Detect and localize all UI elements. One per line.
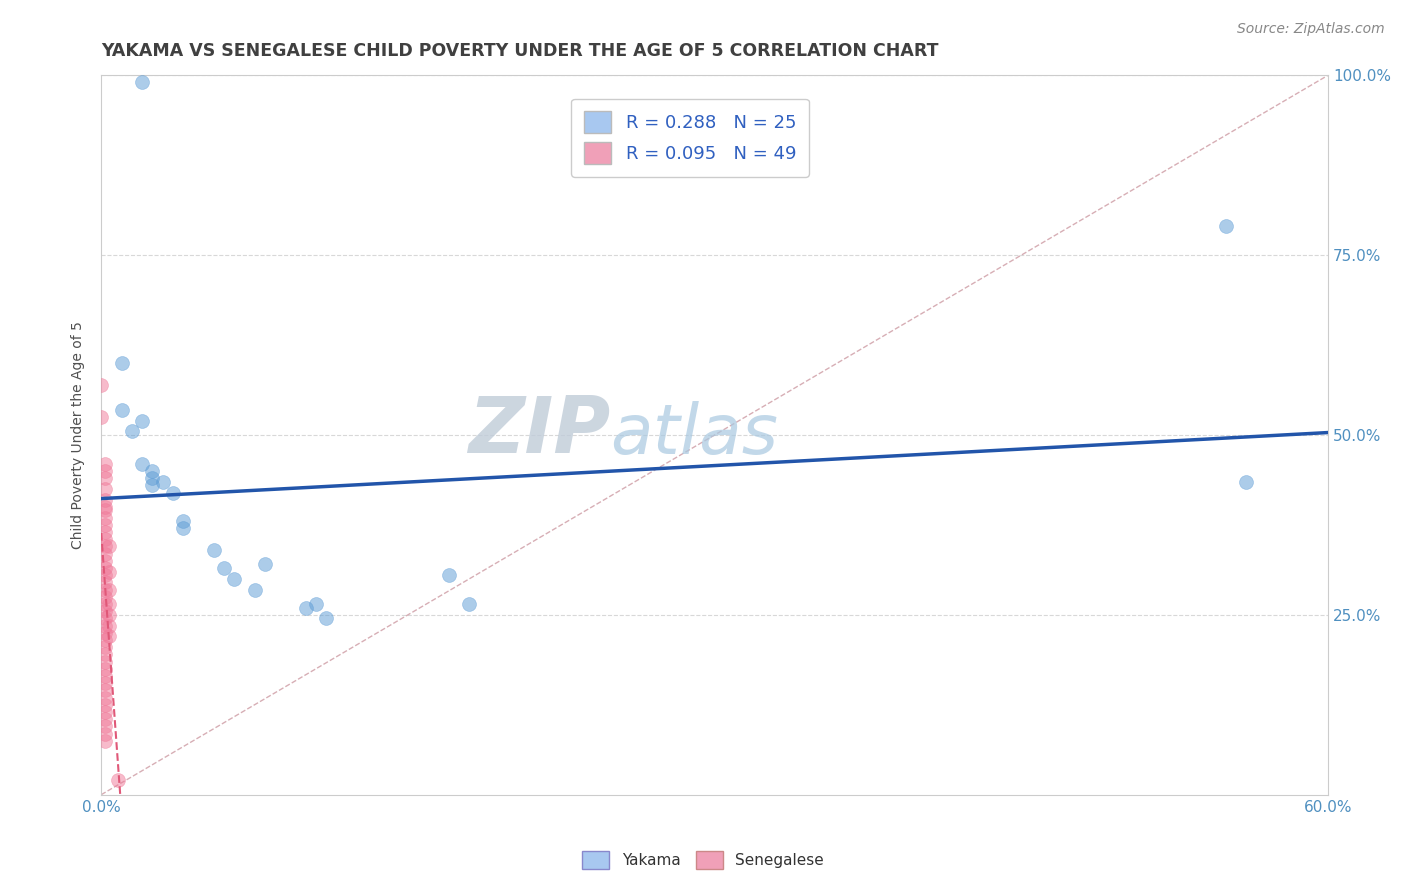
Point <box>94 561 117 575</box>
Point <box>94 655 117 669</box>
Point <box>98 607 121 622</box>
Point <box>94 500 117 514</box>
Point <box>94 540 117 554</box>
Point <box>131 413 153 427</box>
Point <box>131 75 153 89</box>
Point <box>458 597 481 611</box>
Point <box>98 582 121 597</box>
Point <box>94 683 117 698</box>
Point <box>253 558 276 572</box>
Point <box>90 409 112 424</box>
Point <box>172 521 194 535</box>
Point <box>94 625 117 640</box>
Point <box>94 669 117 683</box>
Point <box>94 582 117 597</box>
Y-axis label: Child Poverty Under the Age of 5: Child Poverty Under the Age of 5 <box>72 321 86 549</box>
Legend: Yakama, Senegalese: Yakama, Senegalese <box>576 845 830 875</box>
Point <box>94 648 117 662</box>
Point <box>94 517 117 532</box>
Point <box>94 733 117 747</box>
Point <box>94 698 117 712</box>
Text: atlas: atlas <box>610 401 779 468</box>
Point <box>98 565 121 579</box>
Point <box>94 547 117 561</box>
Point <box>94 471 117 485</box>
Point <box>90 377 112 392</box>
Point <box>294 600 316 615</box>
Point <box>94 726 117 740</box>
Point <box>94 492 117 507</box>
Point <box>94 719 117 733</box>
Point <box>141 478 163 492</box>
Point <box>224 572 246 586</box>
Point <box>94 525 117 540</box>
Point <box>98 540 121 554</box>
Point <box>94 604 117 618</box>
Text: YAKAMA VS SENEGALESE CHILD POVERTY UNDER THE AGE OF 5 CORRELATION CHART: YAKAMA VS SENEGALESE CHILD POVERTY UNDER… <box>101 42 939 60</box>
Point <box>141 471 163 485</box>
Text: Source: ZipAtlas.com: Source: ZipAtlas.com <box>1237 22 1385 37</box>
Text: ZIP: ZIP <box>468 393 610 469</box>
Point <box>98 629 121 643</box>
Point <box>94 705 117 719</box>
Point <box>94 575 117 590</box>
Point <box>94 618 117 632</box>
Point <box>94 590 117 604</box>
Point <box>94 611 117 625</box>
Point <box>94 712 117 726</box>
Point <box>94 533 117 547</box>
Point <box>121 425 143 439</box>
Point <box>94 690 117 705</box>
Point <box>94 640 117 655</box>
Point <box>94 457 117 471</box>
Point <box>162 485 184 500</box>
Point <box>94 568 117 582</box>
Point <box>94 554 117 568</box>
Point <box>98 618 121 632</box>
Point <box>212 561 235 575</box>
Point <box>315 611 337 625</box>
Point <box>111 356 134 370</box>
Point <box>94 510 117 524</box>
Point <box>94 482 117 496</box>
Point <box>94 632 117 647</box>
Point <box>94 662 117 676</box>
Point <box>243 582 266 597</box>
Point <box>94 464 117 478</box>
Point <box>94 503 117 517</box>
Point <box>111 402 134 417</box>
Point <box>152 475 174 489</box>
Point <box>94 676 117 690</box>
Point <box>94 597 117 611</box>
Point <box>437 568 460 582</box>
Point <box>107 773 129 788</box>
Point <box>98 597 121 611</box>
Point <box>141 464 163 478</box>
Point <box>131 457 153 471</box>
Legend: R = 0.288   N = 25, R = 0.095   N = 49: R = 0.288 N = 25, R = 0.095 N = 49 <box>571 99 808 177</box>
Point <box>172 514 194 528</box>
Point <box>1234 475 1257 489</box>
Point <box>305 597 328 611</box>
Point <box>202 543 225 558</box>
Point <box>1215 219 1237 234</box>
